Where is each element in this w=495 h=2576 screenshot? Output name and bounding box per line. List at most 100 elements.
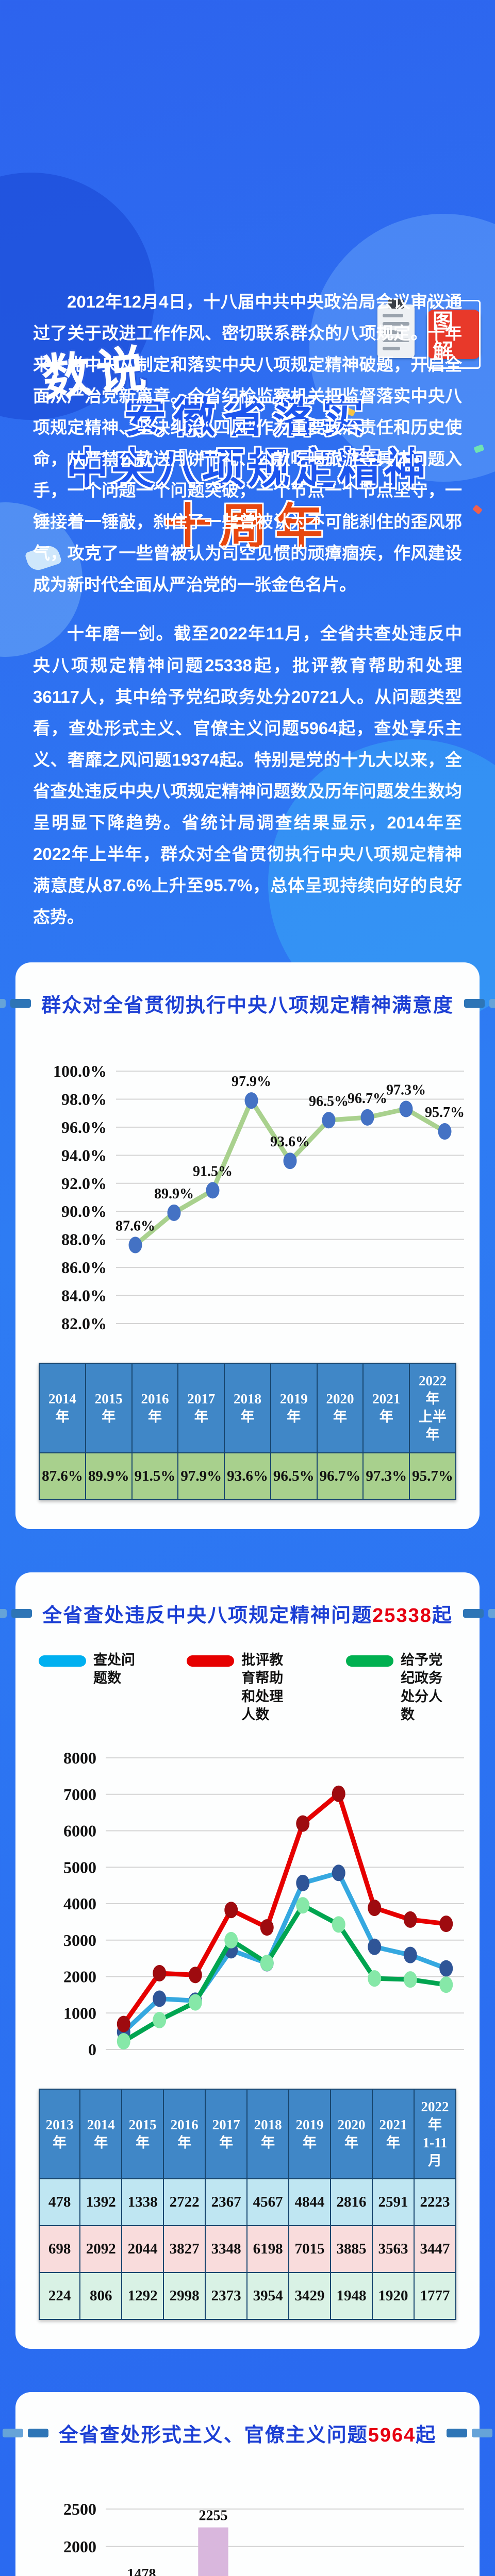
intro-paragraph-2: 十年磨一剑。截至2022年11月，全省共查处违反中央八项规定精神问题25338起… bbox=[33, 624, 462, 926]
table-cell: 224 bbox=[38, 2272, 81, 2320]
table-header-cell: 2020年 bbox=[330, 2088, 373, 2180]
tujie-logo: 图解 bbox=[377, 299, 481, 369]
table-cell: 806 bbox=[79, 2272, 123, 2320]
table-header-cell: 2021年 bbox=[372, 2088, 415, 2180]
table-cell: 1920 bbox=[372, 2272, 415, 2320]
svg-text:86.0%: 86.0% bbox=[61, 1258, 107, 1277]
table-cell: 95.7% bbox=[409, 1452, 456, 1501]
svg-text:92.0%: 92.0% bbox=[61, 1174, 107, 1193]
card-satisfaction: 群众对全省贯彻执行中央八项规定精神满意度 82.0% 84.0% 86.0% 88.0… bbox=[0, 962, 495, 1530]
svg-text:6000: 6000 bbox=[63, 1821, 96, 1840]
title-dashes-right bbox=[463, 1609, 495, 1618]
table-row: 478 1392 1338 2722 2367 4567 4844 2816 2591 2223 bbox=[38, 2178, 457, 2227]
table-header-cell: 2015年 bbox=[85, 1362, 133, 1454]
table-cell: 1292 bbox=[121, 2272, 164, 2320]
table-cell: 89.9% bbox=[85, 1452, 133, 1501]
svg-text:88.0%: 88.0% bbox=[61, 1230, 107, 1249]
clipboard-icon bbox=[377, 299, 415, 358]
table-cell: 87.6% bbox=[39, 1452, 86, 1501]
table-cell: 2092 bbox=[79, 2225, 123, 2274]
table-cell: 2223 bbox=[413, 2178, 457, 2227]
svg-text:87.6%: 87.6% bbox=[116, 1218, 155, 1234]
table-row: 698 2092 2044 3827 3348 6198 7015 3885 3563 3447 bbox=[38, 2225, 457, 2274]
table-header-cell: 2014年 bbox=[79, 2088, 123, 2180]
table-header-cell: 2022年 上半年 bbox=[409, 1362, 456, 1454]
table-cell: 93.6% bbox=[224, 1452, 271, 1501]
table-header-cell: 2019年 bbox=[288, 2088, 332, 2180]
svg-text:1500: 1500 bbox=[63, 2575, 96, 2576]
table-cell: 1948 bbox=[330, 2272, 373, 2320]
total-problems-table: 2013年 2014年 2015年 2016年 2017年 2018年 2019年 2020年… bbox=[38, 2088, 457, 2320]
table-cell: 3827 bbox=[163, 2225, 206, 2274]
table-cell: 2367 bbox=[205, 2178, 248, 2227]
tujie-badge: 图解 bbox=[427, 300, 481, 369]
satisfaction-chart-title: 群众对全省贯彻执行中央八项规定精神满意度 bbox=[41, 994, 454, 1016]
table-header-cell: 2017年 bbox=[177, 1362, 225, 1454]
legend-swatch-green bbox=[346, 1655, 394, 1667]
table-header-cell: 2016年 bbox=[163, 2088, 206, 2180]
svg-text:96.0%: 96.0% bbox=[61, 1118, 107, 1137]
svg-text:1000: 1000 bbox=[63, 2004, 96, 2022]
svg-text:7000: 7000 bbox=[63, 1785, 96, 1803]
table-header-cell: 2022年 1-11月 bbox=[413, 2088, 457, 2180]
svg-text:94.0%: 94.0% bbox=[61, 1146, 107, 1164]
legend-swatch-red bbox=[187, 1655, 235, 1667]
table-cell: 6198 bbox=[246, 2225, 290, 2274]
svg-text:97.9%: 97.9% bbox=[232, 1074, 271, 1090]
svg-text:95.7%: 95.7% bbox=[425, 1105, 465, 1121]
page-title-line3: 十周年 bbox=[163, 500, 331, 553]
svg-text:96.5%: 96.5% bbox=[309, 1093, 349, 1109]
infographic-page: { "header": { "badge": "图解", "title_line… bbox=[0, 173, 495, 2576]
table-cell: 2722 bbox=[163, 2178, 206, 2227]
page-title-line1: 安徽省落实 bbox=[123, 394, 371, 441]
table-cell: 96.7% bbox=[316, 1452, 364, 1501]
card-formalism: 全省查处形式主义、官僚主义问题5964起 0500100015002000250… bbox=[2, 2392, 493, 2576]
chart-legend: 查处问题数 批评教育帮助 和处理人数 给予党纪政务 处分人数 bbox=[39, 1651, 456, 1723]
svg-text:84.0%: 84.0% bbox=[61, 1286, 107, 1304]
table-row: 224 806 1292 2998 2373 3954 3429 1948 1920 1777 bbox=[38, 2272, 457, 2320]
table-cell: 3429 bbox=[288, 2272, 332, 2320]
svg-text:91.5%: 91.5% bbox=[193, 1163, 233, 1179]
table-cell: 7015 bbox=[288, 2225, 332, 2274]
svg-text:3000: 3000 bbox=[63, 1930, 96, 1949]
legend-swatch-cyan bbox=[39, 1655, 86, 1667]
formalism-count: 5964 bbox=[368, 2425, 416, 2447]
svg-text:96.7%: 96.7% bbox=[348, 1091, 387, 1107]
svg-text:82.0%: 82.0% bbox=[61, 1314, 107, 1333]
table-cell: 3885 bbox=[330, 2225, 373, 2274]
svg-text:2000: 2000 bbox=[63, 2537, 96, 2556]
table-cell: 1777 bbox=[413, 2272, 457, 2320]
title-dashes-right bbox=[464, 998, 495, 1008]
svg-text:2500: 2500 bbox=[63, 2500, 96, 2518]
table-header-cell: 2016年 bbox=[131, 1362, 179, 1454]
svg-text:0: 0 bbox=[88, 2040, 96, 2059]
svg-text:2255: 2255 bbox=[199, 2508, 228, 2524]
svg-text:98.0%: 98.0% bbox=[61, 1090, 107, 1108]
legend-item-punished: 给予党纪政务 处分人数 bbox=[346, 1651, 456, 1723]
intro-paragraph-1: 2012年12月4日，十八届中共中央政治局会议审议通过了关于改进工作作风、密切联… bbox=[33, 292, 462, 595]
table-cell: 3348 bbox=[205, 2225, 248, 2274]
legend-label: 给予党纪政务 处分人数 bbox=[401, 1652, 443, 1722]
table-cell: 478 bbox=[38, 2178, 81, 2227]
table-header-cell: 2014年 bbox=[39, 1362, 86, 1454]
table-header-cell: 2020年 bbox=[316, 1362, 364, 1454]
table-cell: 1338 bbox=[121, 2178, 164, 2227]
title-dashes-right bbox=[447, 2429, 495, 2438]
legend-label: 批评教育帮助 和处理人数 bbox=[241, 1652, 284, 1722]
svg-text:89.9%: 89.9% bbox=[154, 1186, 194, 1202]
title-dashes-left bbox=[0, 998, 31, 1008]
table-cell: 3954 bbox=[246, 2272, 290, 2320]
table-cell: 3563 bbox=[372, 2225, 415, 2274]
total-problems-line-chart: 0 1000 2000 3000 4000 5000 6000 7000 8000 bbox=[63, 1749, 464, 2059]
card-satisfaction-title: 群众对全省贯彻执行中央八项规定精神满意度 bbox=[0, 989, 495, 1018]
svg-text:100.0%: 100.0% bbox=[53, 1062, 107, 1080]
table-cell: 698 bbox=[38, 2225, 81, 2274]
table-cell: 97.3% bbox=[362, 1452, 410, 1501]
card-formalism-title: 全省查处形式主义、官僚主义问题5964起 bbox=[2, 2419, 493, 2447]
page-title-line2: 中央八项规定精神 bbox=[65, 446, 429, 493]
table-cell: 2044 bbox=[121, 2225, 164, 2274]
svg-text:5000: 5000 bbox=[63, 1858, 96, 1876]
card-total-problems-title: 全省查处违反中央八项规定精神问题25338起 bbox=[0, 1599, 495, 1628]
legend-item-educated: 批评教育帮助 和处理人数 bbox=[187, 1651, 297, 1723]
legend-label: 查处问题数 bbox=[93, 1652, 135, 1686]
